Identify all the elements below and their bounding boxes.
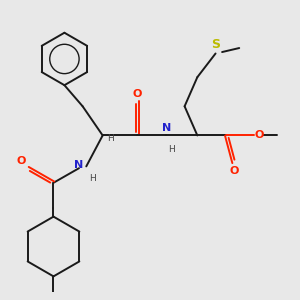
Text: O: O xyxy=(254,130,264,140)
Text: S: S xyxy=(211,38,220,51)
Text: H: H xyxy=(168,145,175,154)
Text: N: N xyxy=(74,160,83,170)
Text: O: O xyxy=(229,166,239,176)
Text: H: H xyxy=(107,134,114,143)
Text: O: O xyxy=(16,156,26,167)
Text: N: N xyxy=(162,123,171,133)
Text: O: O xyxy=(133,89,142,99)
Text: H: H xyxy=(89,174,96,183)
